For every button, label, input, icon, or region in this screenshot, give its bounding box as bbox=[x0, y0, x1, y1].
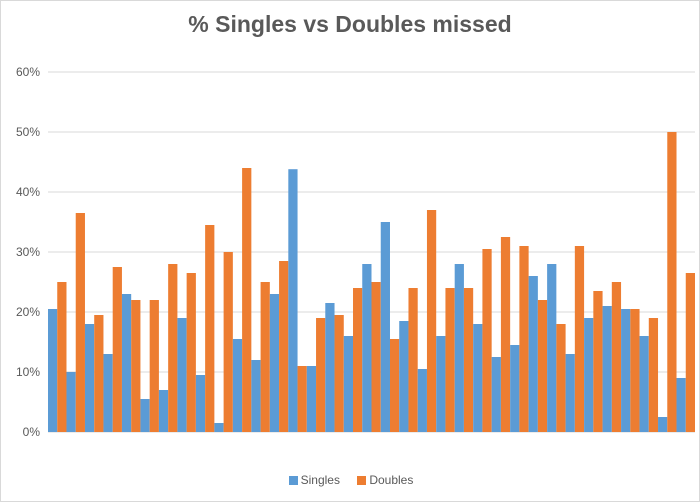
svg-text:20%: 20% bbox=[16, 305, 40, 319]
svg-text:50%: 50% bbox=[16, 125, 40, 139]
svg-text:30%: 30% bbox=[16, 245, 40, 259]
svg-text:40%: 40% bbox=[16, 185, 40, 199]
svg-text:60%: 60% bbox=[16, 65, 40, 79]
svg-text:10%: 10% bbox=[16, 365, 40, 379]
svg-text:0%: 0% bbox=[23, 425, 41, 439]
